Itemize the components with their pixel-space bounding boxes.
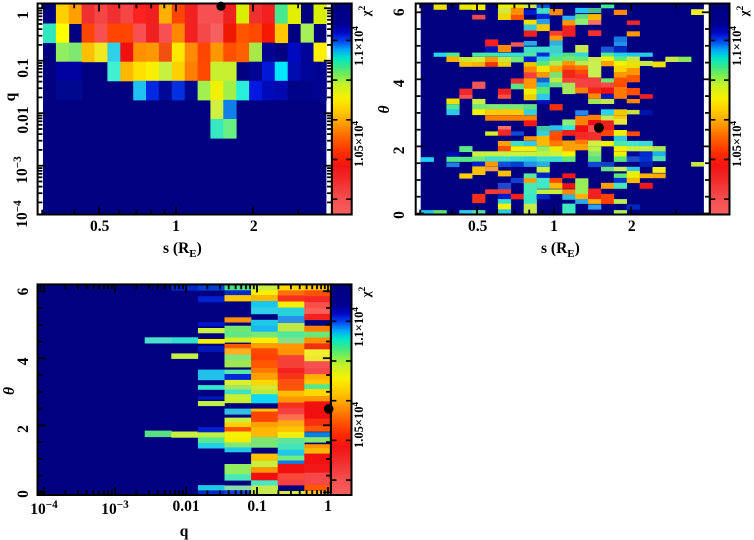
svg-text:1.1×104: 1.1×104 [728,26,744,66]
svg-text:1: 1 [172,218,180,235]
svg-text:4: 4 [391,79,408,87]
svg-text:q: q [180,523,189,540]
svg-text:2: 2 [250,218,258,235]
svg-text:0.01: 0.01 [15,106,32,133]
svg-text:1.1×104: 1.1×104 [350,26,366,66]
svg-text:0.1: 0.1 [15,58,32,77]
svg-text:6: 6 [15,287,32,295]
svg-text:1.05×104: 1.05×104 [350,121,366,168]
svg-text:1: 1 [15,11,32,19]
svg-text:1.05×104: 1.05×104 [350,402,366,449]
svg-text:0: 0 [391,211,408,219]
svg-text:1: 1 [324,498,332,515]
svg-text:0.1: 0.1 [247,498,266,515]
svg-text:θ: θ [1,387,18,395]
svg-text:1: 1 [550,218,558,235]
svg-text:0.5: 0.5 [90,218,110,235]
svg-text:1.1×104: 1.1×104 [350,307,366,347]
svg-text:0.01: 0.01 [172,498,199,515]
svg-text:1.05×104: 1.05×104 [728,121,744,168]
svg-text:2: 2 [391,146,408,154]
svg-text:2: 2 [15,425,32,433]
svg-text:θ: θ [376,105,393,113]
svg-text:0: 0 [15,490,32,498]
svg-text:6: 6 [391,8,408,16]
svg-text:0.5: 0.5 [468,218,488,235]
svg-text:2: 2 [628,218,636,235]
svg-text:q: q [2,92,19,101]
svg-text:4: 4 [15,357,32,365]
